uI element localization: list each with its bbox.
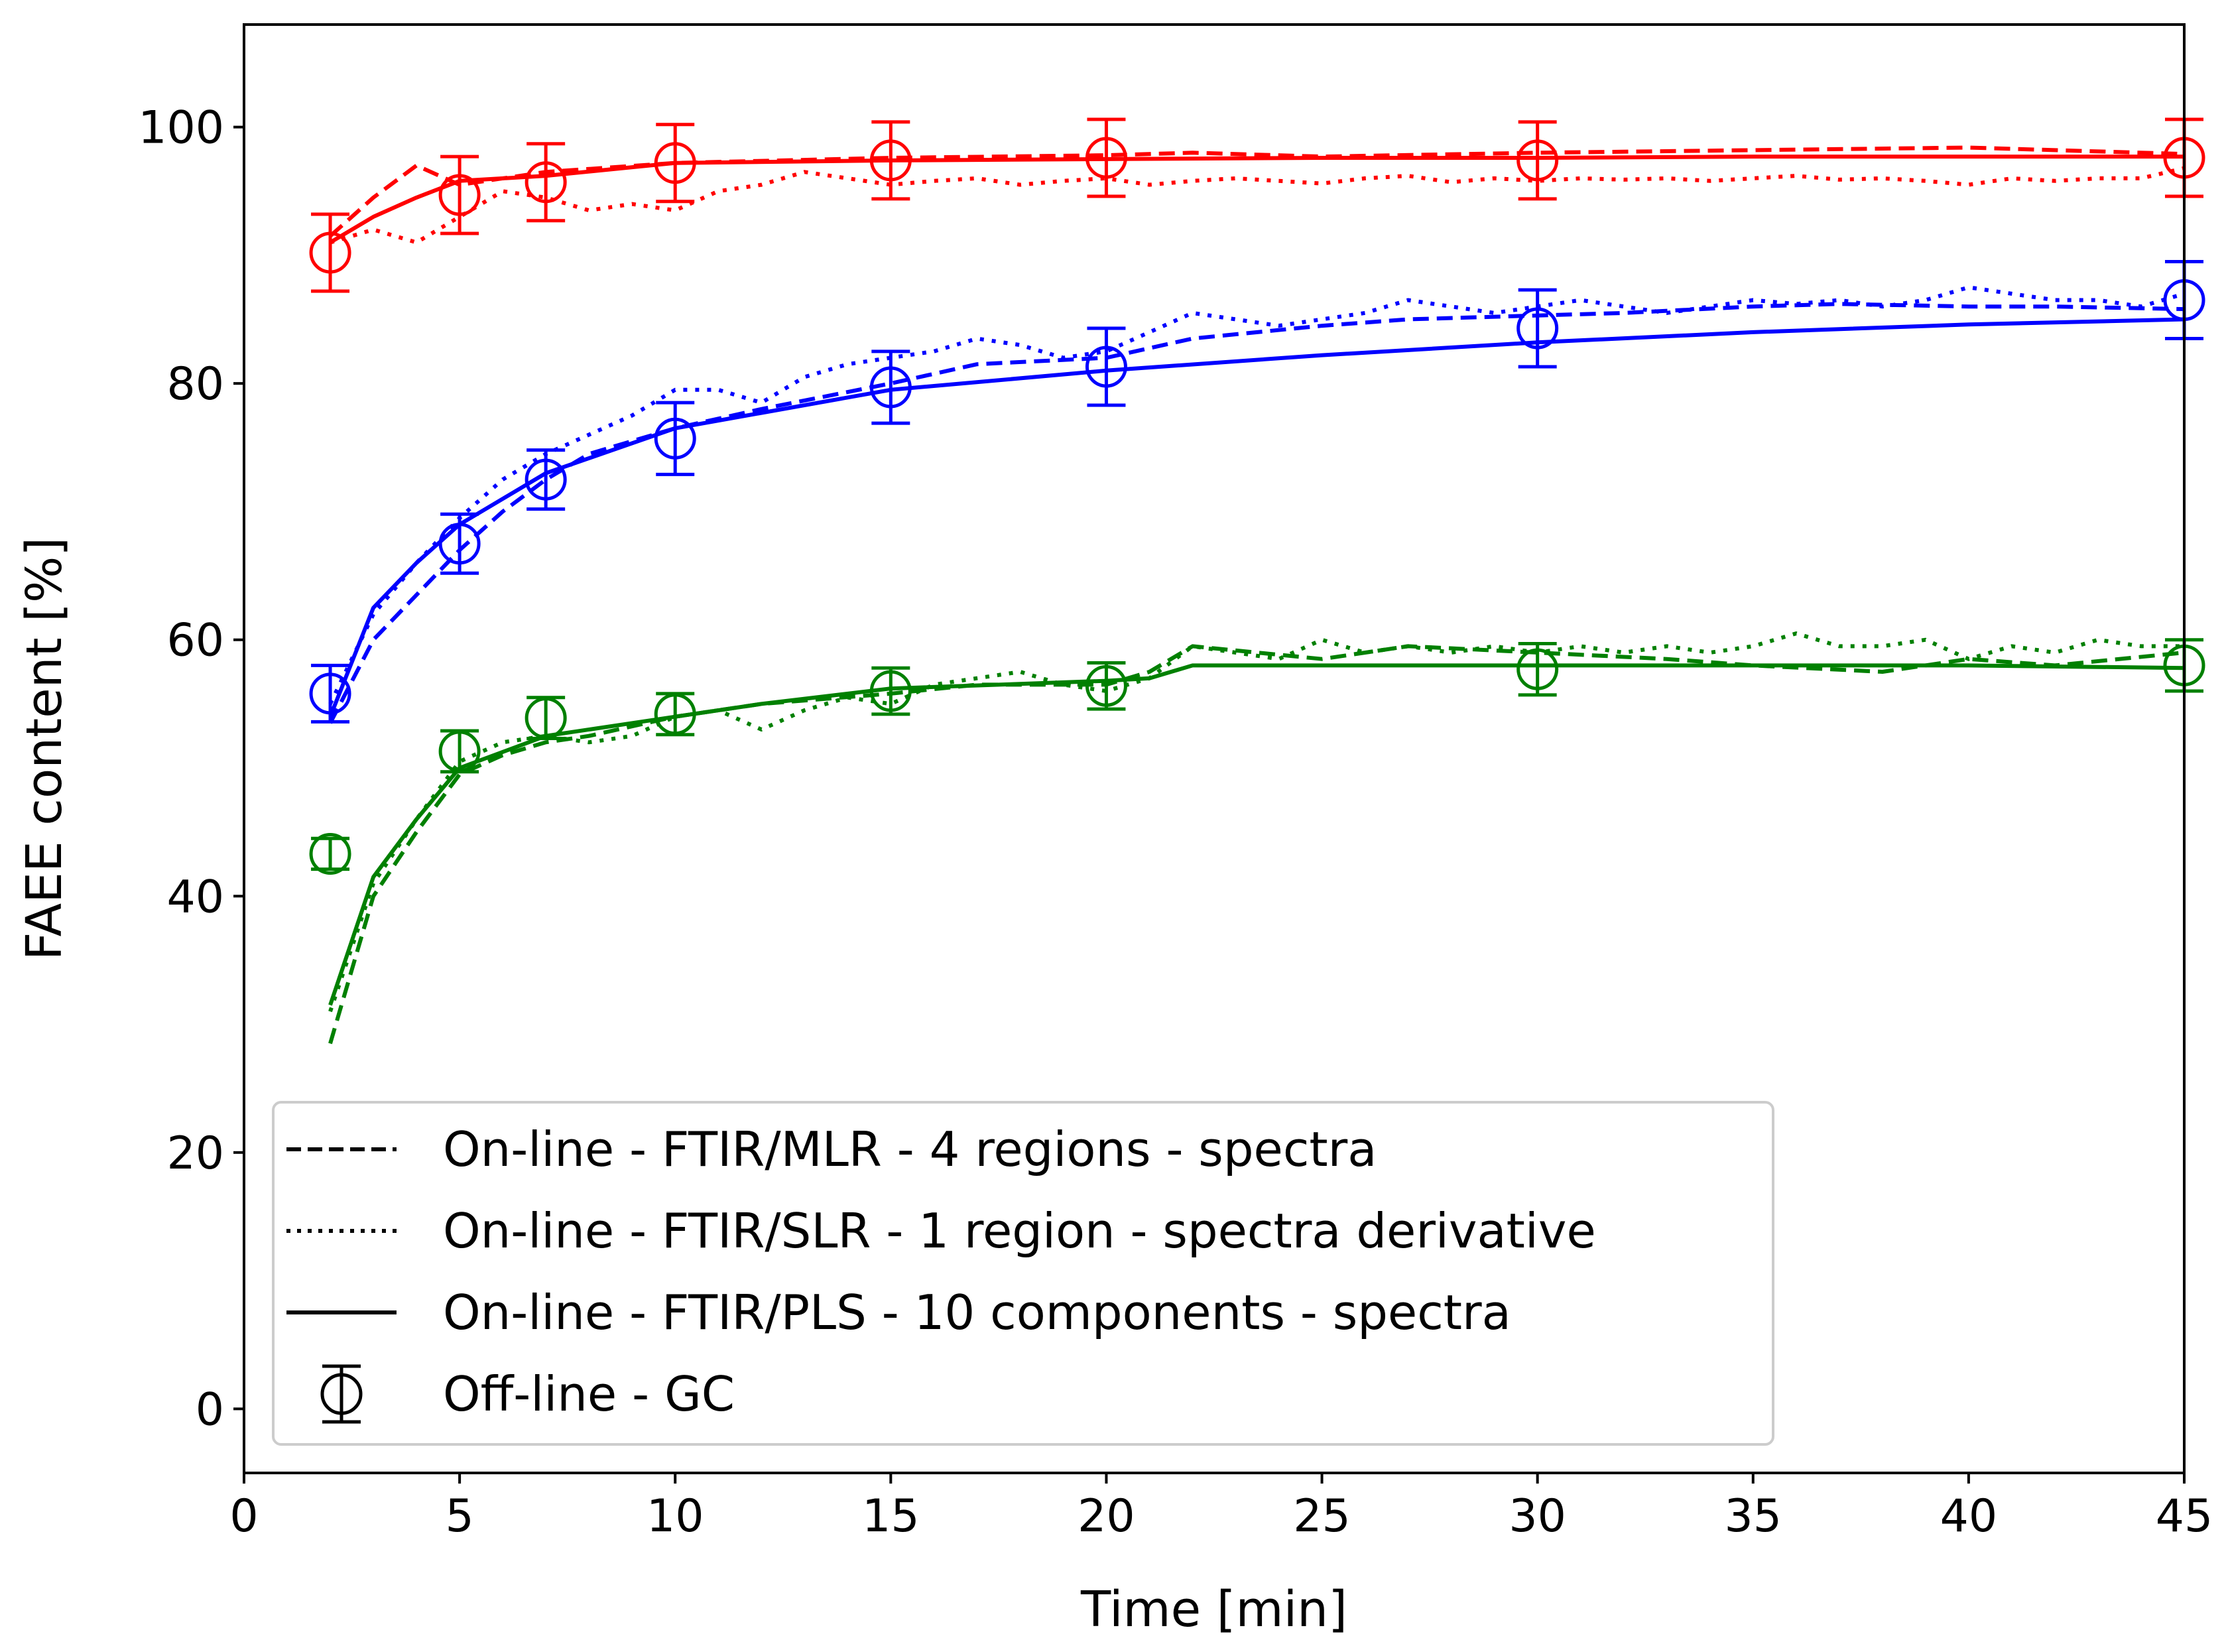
series-0-gc-point-0 xyxy=(309,212,351,293)
y-tick-label-5: 100 xyxy=(138,102,224,155)
x-tick-label-6: 30 xyxy=(1509,1490,1566,1543)
legend-entry-slr: On-line - FTIR/SLR - 1 region - spectra … xyxy=(443,1203,1596,1259)
series-1-slr-line xyxy=(328,285,2185,705)
x-tick-label-0: 0 xyxy=(229,1490,258,1543)
series-0-gc-point-3 xyxy=(654,123,696,204)
x-tick-label-1: 5 xyxy=(445,1490,473,1543)
legend-entry-mlr: On-line - FTIR/MLR - 4 regions - spectra xyxy=(443,1121,1377,1177)
series-2-gc-point-5 xyxy=(1085,661,1127,711)
series-0-slr-line xyxy=(330,166,2185,245)
legend-frame xyxy=(272,1101,1774,1446)
legend-entry-pls: On-line - FTIR/PLS - 10 components - spe… xyxy=(443,1285,1511,1340)
x-tick-label-5: 25 xyxy=(1293,1490,1351,1543)
series-0-gc-point-5 xyxy=(1085,117,1127,198)
series-1-gc-point-5 xyxy=(1085,326,1127,407)
x-tick-label-4: 20 xyxy=(1078,1490,1135,1543)
series-2-gc-point-3 xyxy=(654,692,696,737)
x-axis-label: Time [min] xyxy=(1080,1581,1347,1638)
x-tick-label-2: 10 xyxy=(647,1490,704,1543)
series-2-gc-point-0 xyxy=(309,832,351,875)
series-1-gc-point-4 xyxy=(869,349,912,425)
y-tick-label-2: 40 xyxy=(166,871,224,923)
x-tick-label-9: 45 xyxy=(2156,1490,2213,1543)
y-tick-label-0: 0 xyxy=(196,1383,224,1436)
series-2-gc-point-2 xyxy=(525,696,567,741)
axis-layer: 0 5 10 15 20 25 30 35 40 45 0 20 40 60 80 100 xyxy=(138,102,2213,1543)
series-1-gc-point-2 xyxy=(525,448,567,511)
y-axis-label: FAEE content [%] xyxy=(16,537,73,960)
series-0-mlr-line xyxy=(329,145,2185,238)
series-2-gc-point-4 xyxy=(869,666,912,716)
plot-frame xyxy=(243,23,2186,1474)
series-0-gc-point-4 xyxy=(869,120,912,201)
series-2-pls-line xyxy=(328,663,2185,1006)
series-2-gc-point-1 xyxy=(438,729,481,774)
series-2-slr-line xyxy=(328,631,2184,1013)
y-tick-label-3: 60 xyxy=(166,615,224,667)
series-0-gc-point-1 xyxy=(438,155,481,235)
series-0-gc-point-6 xyxy=(1516,120,1559,201)
series-0-gc-point-2 xyxy=(525,142,567,223)
series-layer xyxy=(309,117,2205,1045)
x-tick-label-3: 15 xyxy=(862,1490,920,1543)
series-1-gc-point-6 xyxy=(1516,288,1559,369)
series-1-gc-point-3 xyxy=(654,401,696,476)
y-tick-label-1: 20 xyxy=(166,1127,224,1180)
series-1-gc-point-1 xyxy=(438,512,481,575)
legend-entry-gc: Off-line - GC xyxy=(443,1366,735,1422)
series-2-gc-point-6 xyxy=(1516,642,1559,697)
x-tick-label-7: 35 xyxy=(1725,1490,1782,1543)
x-tick-label-8: 40 xyxy=(1940,1490,1998,1543)
series-1-gc-point-0 xyxy=(309,663,351,724)
series-1-mlr-line xyxy=(328,302,2185,724)
legend: On-line - FTIR/MLR - 4 regions - spectra… xyxy=(272,1101,1774,1446)
y-tick-label-4: 80 xyxy=(166,358,224,411)
legend-errorbar-sample xyxy=(320,1364,363,1424)
